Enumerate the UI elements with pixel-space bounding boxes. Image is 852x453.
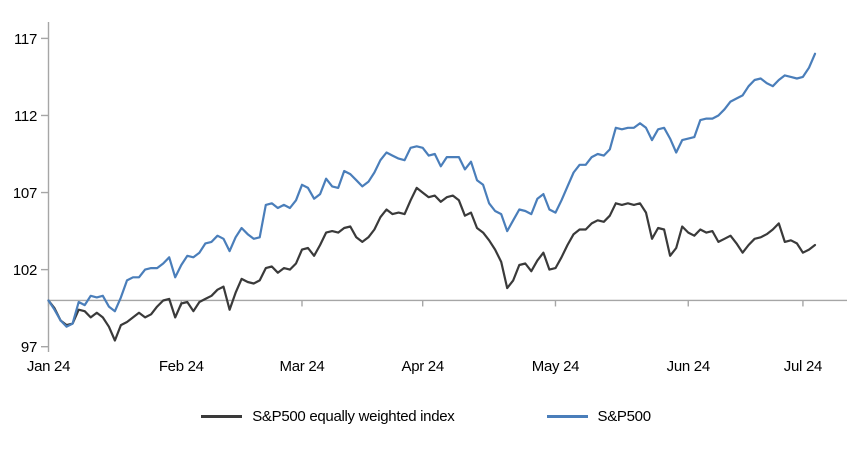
chart-legend: S&P500 equally weighted index S&P500: [0, 408, 852, 425]
x-axis-tick-label: Feb 24: [159, 358, 204, 375]
y-axis-tick-label: 102: [13, 262, 37, 279]
x-axis-tick-label: May 24: [532, 358, 579, 375]
legend-label-sp500: S&P500: [597, 408, 652, 425]
line-chart: 97 102 107 112 117 Jan 24 Feb 24 Mar 24 Apr 24 Ma…: [13, 22, 847, 375]
x-axis-tick-label: Jan 24: [27, 358, 70, 375]
x-axis-tick-label: Jun 24: [667, 358, 710, 375]
legend-line-sample-black: [201, 415, 243, 418]
y-axis-tick-label: 97: [21, 339, 37, 356]
series-line-sp500: [47, 52, 817, 328]
y-axis-tick-label: 107: [13, 185, 37, 202]
series-line-equal-weighted-index: [47, 186, 817, 342]
legend-item-sp500: S&P500: [546, 408, 652, 425]
x-axis-tick-label: Apr 24: [401, 358, 443, 375]
legend-item-equal-weighted-index: S&P500 equally weighted index: [201, 408, 455, 425]
legend-label-equal-weighted-index: S&P500 equally weighted index: [252, 408, 455, 425]
x-axis-tick-label: Jul 24: [784, 358, 822, 375]
y-axis-tick-label: 117: [14, 31, 37, 48]
x-axis-tick-label: Mar 24: [280, 358, 325, 375]
legend-line-sample-blue: [546, 415, 588, 418]
y-axis-tick-label: 112: [14, 108, 37, 125]
